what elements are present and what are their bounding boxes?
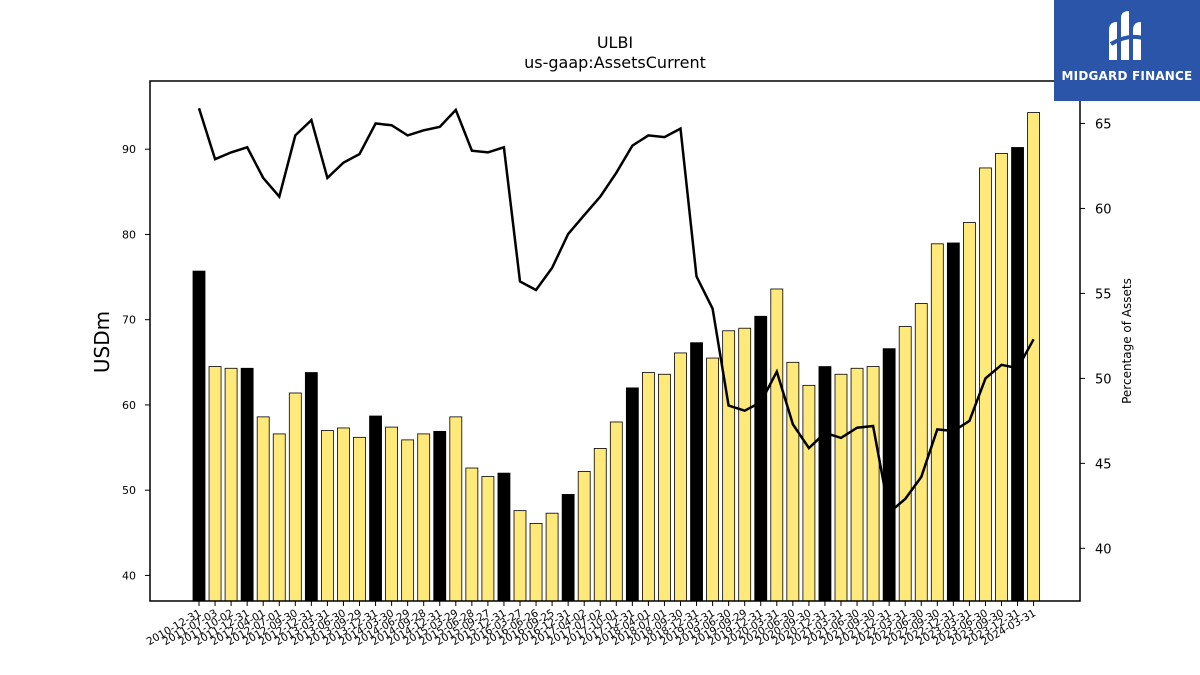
bar [979, 167, 992, 602]
bar [770, 288, 784, 602]
bar [337, 427, 350, 602]
bar [288, 392, 302, 602]
y-tick-label: 70 [122, 314, 136, 327]
bar [545, 512, 559, 602]
bar [256, 416, 270, 602]
bar [481, 476, 495, 602]
bar [385, 426, 399, 602]
bar [786, 361, 800, 602]
bar [561, 494, 575, 602]
bar [738, 327, 752, 602]
brand-name: MIDGARD FINANCE [1061, 69, 1193, 83]
bar [754, 315, 768, 602]
bar [577, 471, 591, 602]
bar [834, 373, 848, 602]
y2-tick-label: 50 [1095, 372, 1112, 387]
y2-tick-label: 60 [1095, 202, 1112, 217]
bar [866, 366, 880, 602]
bar [417, 433, 431, 602]
bar [946, 242, 960, 602]
bar [802, 384, 816, 602]
bar [674, 352, 687, 602]
bar [995, 153, 1008, 602]
y2-tick-label: 55 [1095, 287, 1112, 302]
bar [658, 373, 671, 602]
bar [224, 367, 238, 602]
bar [882, 348, 896, 602]
bar [690, 342, 703, 602]
bar [369, 415, 382, 602]
bar [208, 366, 222, 602]
y2-tick-label: 65 [1095, 117, 1112, 132]
y-axis: 40 50 60 70 80 90 [122, 143, 150, 582]
bar [401, 439, 415, 602]
bar [240, 367, 254, 602]
bar [609, 421, 623, 602]
y2-tick-label: 40 [1095, 542, 1112, 557]
bar [914, 303, 928, 602]
bar [625, 387, 639, 602]
brand-logo: MIDGARD FINANCE [1054, 0, 1200, 101]
bar [320, 430, 334, 602]
bar [850, 367, 864, 602]
bar [353, 436, 366, 602]
bar [465, 467, 479, 602]
bar [192, 270, 206, 602]
bars [192, 112, 1040, 602]
y-tick-label: 90 [122, 143, 136, 156]
y-axis-label: USDm [90, 311, 114, 373]
bar [593, 448, 607, 602]
y-tick-label: 40 [122, 569, 136, 582]
y-tick-label: 50 [122, 484, 136, 497]
bar [529, 523, 543, 602]
bar [818, 366, 832, 602]
bar [642, 372, 655, 602]
bar [272, 433, 286, 602]
bar [304, 372, 318, 602]
bar [1011, 147, 1024, 602]
line-series [197, 107, 1035, 515]
chart-title: ULBI [597, 33, 633, 52]
bar [497, 472, 511, 602]
bar [722, 330, 736, 602]
y-tick-label: 80 [122, 228, 136, 241]
x-axis: 2010-12-312011-07-032011-10-022011-12-31… [145, 601, 1038, 648]
bar [706, 357, 719, 602]
bar [898, 326, 912, 602]
bar [449, 416, 463, 602]
plot-frame [149, 80, 1081, 602]
line-layer [197, 107, 1035, 515]
y-tick-label: 60 [122, 399, 136, 412]
midgard-logo-icon [1109, 11, 1144, 60]
bar [513, 510, 527, 602]
y2-tick-label: 45 [1095, 457, 1112, 472]
bar [433, 430, 447, 602]
y2-axis: 40 45 50 55 60 65 [1080, 117, 1112, 557]
bar [1027, 112, 1040, 602]
chart-subtitle: us-gaap:AssetsCurrent [524, 53, 706, 72]
y2-axis-label: Percentage of Assets [1120, 278, 1134, 404]
bar [930, 243, 944, 602]
